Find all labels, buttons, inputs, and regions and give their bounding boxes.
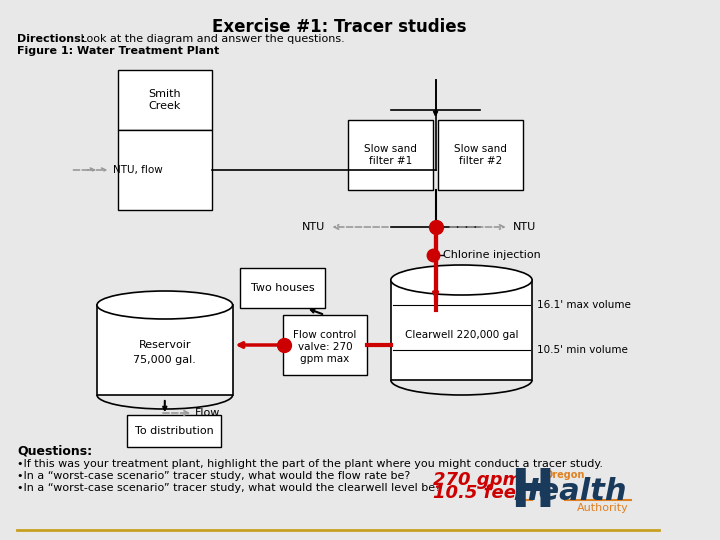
Text: filter #2: filter #2 — [459, 156, 502, 166]
Text: 75,000 gal.: 75,000 gal. — [133, 355, 197, 365]
Text: Two houses: Two houses — [251, 283, 315, 293]
Text: Questions:: Questions: — [17, 445, 92, 458]
Ellipse shape — [97, 291, 233, 319]
FancyBboxPatch shape — [348, 120, 433, 190]
Ellipse shape — [391, 265, 532, 295]
Text: •In a “worst-case scenario” tracer study, what would the clearwell level be?: •In a “worst-case scenario” tracer study… — [17, 483, 441, 493]
Text: Clearwell 220,000 gal: Clearwell 220,000 gal — [405, 330, 518, 340]
Text: Flow: Flow — [195, 408, 220, 418]
Text: To distribution: To distribution — [135, 426, 214, 436]
Text: 10.5' min volume: 10.5' min volume — [537, 345, 628, 355]
Text: filter #1: filter #1 — [369, 156, 413, 166]
FancyBboxPatch shape — [240, 268, 325, 308]
Text: Health: Health — [513, 477, 626, 507]
Text: NTU: NTU — [513, 222, 536, 232]
Text: gpm max: gpm max — [300, 354, 349, 364]
Text: Exercise #1: Tracer studies: Exercise #1: Tracer studies — [212, 18, 467, 36]
Text: Chlorine injection: Chlorine injection — [443, 250, 541, 260]
Text: •If this was your treatment plant, highlight the part of the plant where you mig: •If this was your treatment plant, highl… — [17, 459, 603, 469]
Text: Slow sand: Slow sand — [454, 144, 507, 154]
Text: 16.1' max volume: 16.1' max volume — [537, 300, 631, 310]
Text: 10.5 feet: 10.5 feet — [433, 484, 525, 502]
Text: Oregon: Oregon — [545, 470, 585, 480]
FancyBboxPatch shape — [438, 120, 523, 190]
Text: Creek: Creek — [148, 101, 181, 111]
Text: NTU: NTU — [302, 222, 325, 232]
Text: Figure 1: Water Treatment Plant: Figure 1: Water Treatment Plant — [17, 46, 219, 56]
Text: Smith: Smith — [148, 89, 181, 99]
Text: Slow sand: Slow sand — [364, 144, 418, 154]
Text: H: H — [510, 466, 554, 518]
FancyBboxPatch shape — [117, 130, 212, 210]
FancyBboxPatch shape — [117, 70, 212, 130]
Text: NTU, flow: NTU, flow — [113, 165, 163, 175]
Text: valve: 270: valve: 270 — [297, 342, 352, 352]
Text: 270 gpm: 270 gpm — [433, 471, 521, 489]
FancyBboxPatch shape — [127, 415, 221, 447]
Text: Directions:: Directions: — [17, 34, 85, 44]
Text: Authority: Authority — [577, 503, 629, 513]
FancyBboxPatch shape — [391, 280, 532, 380]
Text: Look at the diagram and answer the questions.: Look at the diagram and answer the quest… — [77, 34, 345, 44]
Text: Flow control: Flow control — [293, 330, 356, 340]
FancyBboxPatch shape — [97, 305, 233, 395]
Text: Reservoir: Reservoir — [138, 340, 191, 350]
FancyBboxPatch shape — [282, 315, 367, 375]
Text: •In a “worst-case scenario” tracer study, what would the flow rate be?: •In a “worst-case scenario” tracer study… — [17, 471, 410, 481]
